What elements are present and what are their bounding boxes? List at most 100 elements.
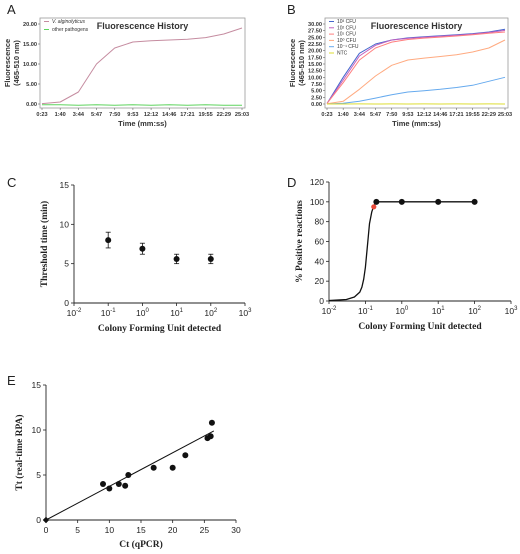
- tick-base: 10: [67, 308, 77, 318]
- x-tick-label: 9:53: [127, 112, 138, 118]
- x-tick-label: 0: [44, 525, 49, 535]
- legend-entry: 10² CFU: [337, 25, 356, 31]
- data-point: [139, 245, 146, 252]
- tick-exponent: 0: [145, 308, 149, 314]
- panel-letter: D: [287, 175, 296, 190]
- data-point-origin: [42, 516, 50, 524]
- series-line: [326, 76, 506, 105]
- x-tick-label: 103: [239, 308, 252, 318]
- x-tick-label: 14:46: [433, 112, 447, 118]
- panel-b: B Fluorescence History 0.002.505.007.5010.…: [287, 2, 512, 128]
- series-line: [326, 31, 506, 104]
- y-tick-label: 10: [32, 425, 42, 435]
- tick-exponent: -1: [367, 306, 373, 312]
- y-tick-label: 0: [36, 515, 41, 525]
- x-tick-label: 20: [168, 525, 178, 535]
- tick-base: 10: [505, 306, 515, 316]
- y-axis-label-line2: (465-510 nm): [297, 40, 306, 86]
- x-axis-label: Colony Forming Unit detected: [98, 324, 222, 334]
- x-tick-label: 17:21: [180, 112, 194, 118]
- x-tick-label: 10-1: [101, 308, 116, 318]
- y-axis-label: Threshold time (min): [39, 201, 50, 287]
- legend-entry: other pathogens: [52, 27, 89, 33]
- data-point: [125, 472, 132, 478]
- tick-exponent: 1: [441, 306, 445, 312]
- y-tick-label: 22.50: [308, 42, 322, 48]
- x-tick-label: 101: [432, 306, 445, 316]
- x-tick-label: 9:53: [402, 112, 413, 118]
- data-point: [122, 482, 129, 489]
- tick-base: 10: [432, 306, 442, 316]
- tick-exponent: 3: [248, 308, 252, 314]
- data-point: [207, 433, 214, 440]
- tick-exponent: 0: [405, 306, 409, 312]
- x-tick-label: 12:12: [417, 112, 431, 118]
- y-tick-label: 120: [310, 177, 324, 187]
- y-tick-label: 80: [315, 217, 325, 227]
- panel-letter: A: [7, 2, 16, 17]
- x-tick-label: 0:23: [321, 112, 332, 118]
- x-tick-label: 22:29: [217, 112, 231, 118]
- tick-base: 10: [395, 306, 405, 316]
- tick-base: 10: [322, 306, 332, 316]
- data-point: [398, 198, 405, 205]
- y-tick-label: 0: [64, 298, 69, 308]
- tick-base: 10: [136, 308, 146, 318]
- x-tick-label: 100: [136, 308, 149, 318]
- y-axis-label-line2: (465-510 nm): [12, 40, 21, 86]
- x-tick-label: 0:23: [36, 112, 47, 118]
- tick-exponent: -1: [110, 308, 116, 314]
- x-tick-label: 5:47: [91, 112, 102, 118]
- x-tick-label: 10: [105, 525, 115, 535]
- x-tick-label: 19:55: [198, 112, 212, 118]
- chart-title: Fluorescence History: [97, 21, 189, 31]
- data-point: [373, 198, 380, 205]
- legend-entry: 10⁻¹ CFU: [337, 44, 359, 50]
- y-tick-label: 15: [32, 380, 42, 390]
- y-tick-label: 2.50: [311, 95, 322, 101]
- y-tick-label: 30.00: [308, 22, 322, 28]
- x-tick-label: 3:44: [354, 112, 366, 118]
- y-tick-label: 15.00: [308, 62, 322, 68]
- panel-e: E 0 5 10 15 0 5 10 15 20 25 30 Ct (qPCR) Tt (real-tim…: [7, 373, 241, 550]
- y-tick-label: 0: [319, 296, 324, 306]
- data-point: [106, 485, 113, 492]
- tick-exponent: -2: [76, 308, 82, 314]
- legend-entry: NTC: [337, 51, 348, 57]
- panel-a: A Fluorescence History 0.00 5.00 10.00 15.00 2…: [3, 2, 249, 128]
- y-tick-label: 60: [315, 237, 325, 247]
- x-tick-label: 25:03: [235, 112, 249, 118]
- data-point: [435, 198, 442, 205]
- y-tick-label: 5.00: [26, 82, 37, 88]
- panel-letter: B: [287, 2, 296, 17]
- y-axis-label-line1: Fluorescence: [3, 39, 12, 87]
- legend-entry: 10³ CFU: [337, 19, 356, 25]
- tick-base: 10: [239, 308, 249, 318]
- y-axis-label-line1: Fluorescence: [288, 39, 297, 87]
- tick-exponent: 2: [214, 308, 218, 314]
- y-axis-label: Fluorescence(465-510 nm): [288, 39, 306, 87]
- data-point: [150, 464, 157, 471]
- data-point: [115, 481, 122, 487]
- x-tick-label: 12:12: [144, 112, 158, 118]
- tick-base: 10: [101, 308, 111, 318]
- x-tick-label: 14:46: [162, 112, 176, 118]
- data-point: [105, 237, 112, 244]
- x-tick-label: 10-2: [322, 306, 337, 316]
- y-tick-label: 5: [64, 259, 69, 269]
- y-tick-label: 17.50: [308, 55, 322, 61]
- y-axis-label: % Positive reactions: [295, 200, 305, 283]
- x-tick-label: 25: [200, 525, 210, 535]
- x-tick-label: 101: [170, 308, 183, 318]
- tick-exponent: 2: [478, 306, 482, 312]
- data-point: [471, 198, 478, 205]
- panel-letter: E: [7, 373, 16, 388]
- y-tick-label: 20.00: [308, 49, 322, 55]
- data-point: [173, 255, 180, 262]
- y-tick-label: 40: [315, 256, 325, 266]
- x-tick-label: 19:55: [465, 112, 479, 118]
- tick-exponent: 1: [180, 308, 184, 314]
- tick-base: 10: [468, 306, 478, 316]
- x-axis-label: Colony Forming Unit detected: [358, 322, 482, 332]
- series-line: [326, 29, 506, 104]
